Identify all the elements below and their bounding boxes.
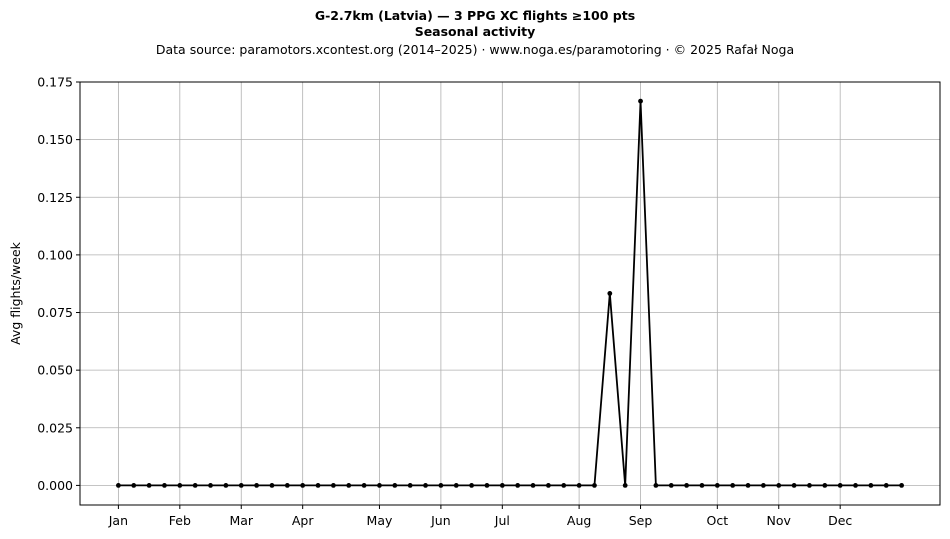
y-tick-label: 0.100 [37, 247, 73, 262]
data-point [545, 483, 551, 488]
data-point [714, 483, 720, 488]
data-point [330, 483, 336, 488]
data-point [192, 483, 198, 488]
data-point [499, 483, 505, 488]
x-tick-label-sep: Sep [629, 513, 653, 528]
data-point [668, 483, 674, 488]
data-point [653, 483, 659, 488]
x-tick-label-feb: Feb [169, 513, 191, 528]
data-point [515, 483, 521, 488]
data-point [868, 483, 874, 488]
x-tick-label-mar: Mar [229, 513, 253, 528]
data-point [484, 483, 490, 488]
y-tick-label: 0.150 [37, 132, 73, 147]
data-point [807, 483, 812, 488]
data-point [730, 483, 736, 488]
y-tick-label: 0.050 [37, 363, 73, 378]
data-point [315, 483, 321, 488]
y-axis: 0.000 0.025 0.050 0.075 0.100 0.125 0.150 0.175 [37, 75, 80, 493]
data-source-line: Data source: paramotors.xcontest.org (20… [155, 42, 795, 57]
data-point [561, 483, 567, 488]
data-point [407, 483, 413, 488]
data-point [377, 483, 382, 488]
data-point [576, 483, 582, 488]
x-tick-label-jul: Jul [494, 513, 510, 528]
data-point [622, 483, 628, 488]
grid-lines [80, 81, 940, 505]
data-point [238, 483, 244, 488]
data-point [791, 483, 797, 488]
data-point [346, 483, 352, 488]
data-point [438, 483, 444, 488]
data-point [607, 290, 613, 296]
series-line [118, 100, 902, 487]
y-tick-label: 0.025 [37, 420, 73, 435]
data-point [146, 483, 152, 488]
data-point [853, 483, 858, 488]
y-tick-label: 0.075 [37, 305, 73, 320]
data-point [699, 483, 705, 488]
data-point [115, 483, 121, 488]
data-point [822, 483, 828, 488]
data-point [269, 483, 275, 488]
data-point [638, 98, 643, 104]
data-point [469, 483, 475, 488]
y-tick-label: 0.000 [37, 478, 73, 493]
data-point [530, 483, 536, 488]
x-tick-label-apr: Apr [292, 513, 314, 528]
data-point [453, 483, 459, 488]
x-tick-label-jan: Jan [108, 513, 128, 528]
data-point [776, 483, 782, 488]
y-tick-label: 0.125 [37, 190, 73, 205]
data-point [177, 483, 183, 488]
data-point [760, 483, 766, 488]
series-line-group [115, 98, 905, 488]
x-axis: Jan Feb Mar Apr May Jun Jul Aug Sep Oct Nov Dec [108, 505, 852, 528]
data-point [208, 483, 213, 488]
y-axis-label: Avg flights/week [8, 241, 23, 345]
x-tick-label-aug: Aug [567, 513, 591, 528]
x-tick-label-nov: Nov [767, 513, 792, 528]
data-point [223, 483, 229, 488]
data-point [162, 483, 167, 488]
data-point [254, 483, 260, 488]
data-point [392, 483, 398, 488]
data-point [131, 483, 137, 488]
chart-title: G-2.7km (Latvia) — 3 PPG XC flights ≥100… [314, 8, 636, 23]
x-tick-label-oct: Oct [707, 513, 729, 528]
chart-title-block: G-2.7km (Latvia) — 3 PPG XC flights ≥100… [0, 8, 950, 59]
data-point [745, 483, 751, 488]
x-tick-label-dec: Dec [828, 513, 852, 528]
data-point [423, 483, 428, 488]
chart-subtitle: Seasonal activity [414, 24, 536, 39]
y-tick-label: 0.175 [37, 75, 73, 90]
data-point [300, 483, 306, 488]
data-point [837, 483, 843, 488]
data-point [684, 483, 690, 488]
data-point [883, 483, 889, 488]
data-point [361, 483, 367, 488]
x-tick-label-may: May [367, 513, 393, 528]
data-point [592, 483, 597, 488]
data-point [284, 483, 290, 488]
data-point [899, 483, 905, 488]
x-tick-label-jun: Jun [430, 513, 451, 528]
plot-frame [79, 81, 941, 506]
